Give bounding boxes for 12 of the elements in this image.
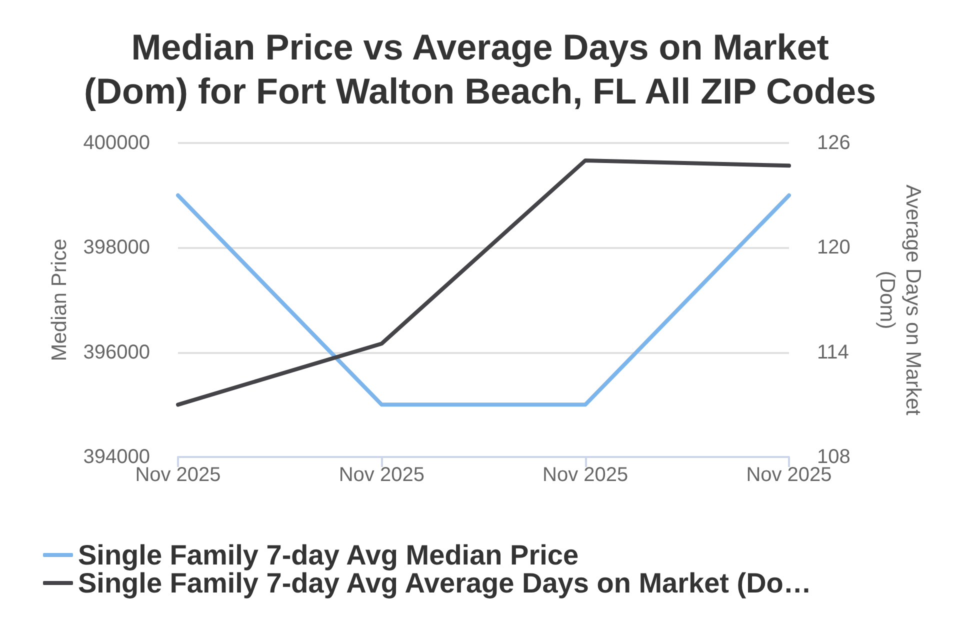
x-tick-label: Nov 2025 [542, 464, 628, 486]
y2-tick-label: 126 [817, 132, 850, 154]
legend-label: Single Family 7-day Avg Median Price [78, 540, 579, 570]
x-tick-label: Nov 2025 [338, 464, 424, 486]
y2-tick-label: 114 [817, 341, 849, 364]
y-tick-label: 398000 [83, 236, 150, 259]
y-tick-label: 400000 [83, 132, 150, 154]
y-tick-label: 396000 [83, 341, 150, 364]
chart-title: Median Price vs Average Days on Market (Dom) for Fort Walton Beach, FL All ZIP Codes [84, 26, 876, 112]
y2-axis-title: Average Days on Market (Dom) [876, 184, 924, 416]
y-axis-title: Median Price [48, 238, 71, 362]
y2-tick-label: 120 [817, 236, 850, 259]
